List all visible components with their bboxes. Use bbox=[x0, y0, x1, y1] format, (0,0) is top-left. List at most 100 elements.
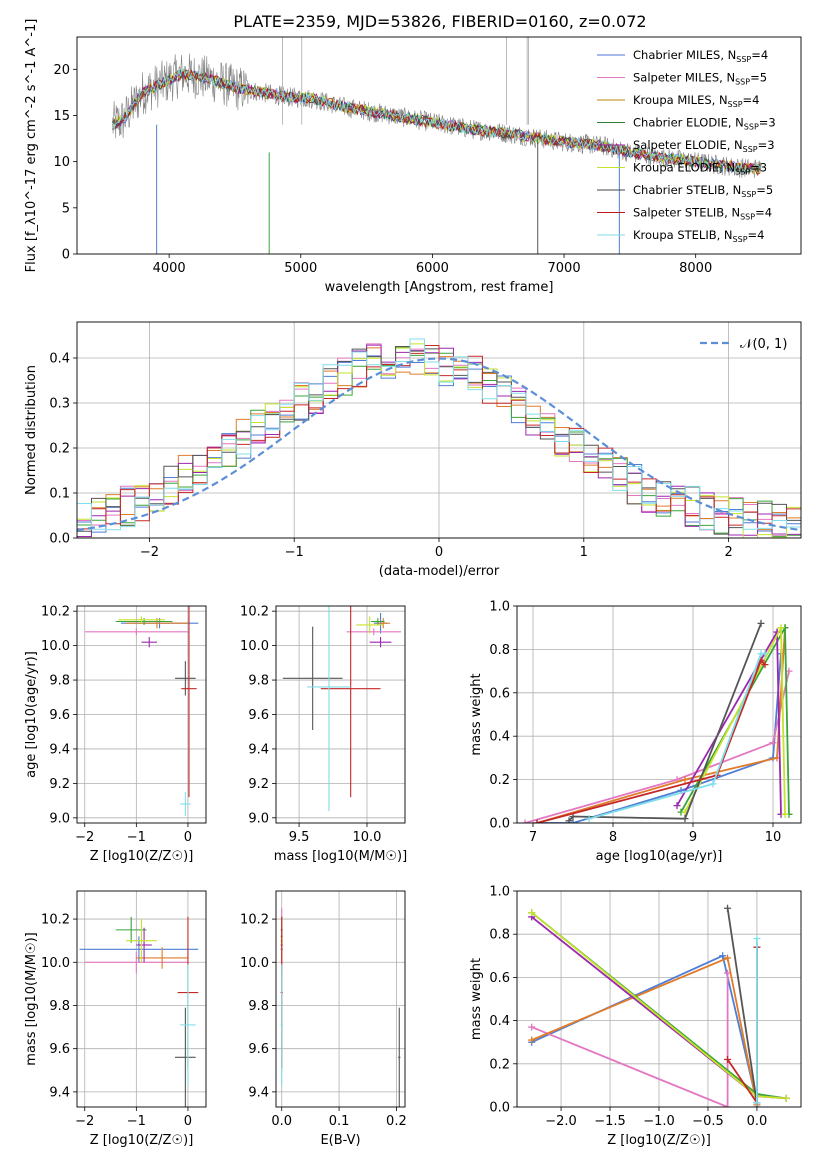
x-tick-label: 0.0 bbox=[271, 1114, 292, 1129]
plot-area bbox=[280, 908, 401, 1107]
x-tick-label: −1.0 bbox=[643, 1114, 675, 1129]
panel-age-vs-z: −2 −1 0 9.0 9.2 9.4 9.6 9.8 10.0 10.2 Z [log10(Z/Z… bbox=[24, 605, 207, 864]
legend-entry: Kroupa MILES, NSSP=4 bbox=[633, 93, 759, 109]
x-tick-label: 8 bbox=[609, 830, 617, 845]
weight-point bbox=[528, 909, 536, 917]
x-tick-label: −2 bbox=[75, 830, 94, 845]
y-tick-label: 9.8 bbox=[49, 674, 70, 689]
y-tick-label: 0.2 bbox=[489, 773, 510, 788]
x-tick-label: 9 bbox=[689, 830, 697, 845]
x-tick-label: 7000 bbox=[548, 261, 581, 276]
y-tick-label: 9.6 bbox=[49, 1042, 70, 1057]
weight-point bbox=[673, 802, 681, 810]
panel-mass-weight-vs-age: 7 8 9 10 0.0 0.2 0.4 0.6 0.8 1.0 age [log10(age/yr… bbox=[469, 600, 802, 864]
y-tick-label: 0.6 bbox=[489, 971, 510, 986]
y-tick-label: 1.0 bbox=[489, 600, 510, 615]
y-tick-label: 10.2 bbox=[240, 913, 269, 928]
x-axis-label: age [log10(age/yr)] bbox=[596, 849, 723, 864]
plot-area bbox=[521, 619, 793, 823]
x-tick-label: −0.5 bbox=[692, 1114, 724, 1129]
y-tick-label: 20 bbox=[53, 63, 70, 78]
weight-point bbox=[533, 819, 541, 823]
weight-series-0 bbox=[531, 954, 758, 1107]
y-tick-label: 0.0 bbox=[489, 1101, 510, 1116]
x-tick-label: 8000 bbox=[679, 261, 712, 276]
y-tick-label: 0.0 bbox=[49, 532, 70, 547]
x-axis-label: Z [log10(Z/Z☉)] bbox=[90, 849, 194, 864]
weight-point bbox=[757, 619, 765, 627]
y-tick-label: 10.0 bbox=[41, 956, 70, 971]
plot-area bbox=[528, 904, 790, 1107]
x-axis-label: E(B-V) bbox=[320, 1133, 360, 1148]
panel-frame bbox=[275, 605, 406, 824]
weight-point bbox=[777, 624, 785, 632]
y-tick-label: 9.8 bbox=[248, 999, 269, 1014]
y-tick-label: 10.0 bbox=[240, 956, 269, 971]
legend-entry: Chabrier STELIB, NSSP=5 bbox=[633, 183, 773, 199]
weight-point bbox=[761, 650, 769, 658]
weight-point bbox=[585, 815, 593, 823]
legend: Chabrier MILES, NSSP=4 Salpeter MILES, NS… bbox=[597, 48, 776, 244]
weight-point bbox=[528, 1036, 536, 1044]
panel-frame bbox=[76, 605, 207, 824]
model-spectrum-8 bbox=[112, 68, 761, 174]
x-tick-label: 0.1 bbox=[329, 1114, 350, 1129]
weight-point bbox=[521, 819, 529, 823]
weight-point bbox=[724, 1055, 732, 1063]
weight-point bbox=[724, 1103, 732, 1107]
weight-series-0 bbox=[537, 653, 782, 823]
y-axis-label: mass [log10(M/M☉)] bbox=[24, 932, 39, 1065]
x-tick-label: 0 bbox=[184, 830, 192, 845]
x-tick-label: −2.0 bbox=[545, 1114, 577, 1129]
y-tick-label: 0.1 bbox=[49, 487, 70, 502]
weight-point bbox=[719, 952, 727, 960]
panel-residuals: −2 −1 0 1 2 0.0 0.1 0.2 0.3 0.4 (data-model)/error… bbox=[24, 321, 802, 579]
x-axis-label: Z [log10(Z/Z☉)] bbox=[607, 1133, 711, 1148]
panel-frame bbox=[516, 890, 802, 1108]
x-tick-label: 9.5 bbox=[289, 830, 310, 845]
y-tick-label: 10 bbox=[53, 155, 70, 170]
x-tick-label: −1 bbox=[127, 1114, 146, 1129]
y-tick-label: 10.0 bbox=[240, 639, 269, 654]
x-tick-label: 0.0 bbox=[747, 1114, 768, 1129]
y-tick-label: 0.3 bbox=[49, 397, 70, 412]
x-tick-label: 10.0 bbox=[353, 830, 382, 845]
y-tick-label: 10.2 bbox=[41, 913, 70, 928]
weight-point bbox=[724, 954, 732, 962]
panel-frame bbox=[516, 605, 802, 824]
x-tick-label: −1.5 bbox=[594, 1114, 626, 1129]
x-tick-label: 1 bbox=[580, 545, 588, 560]
y-tick-label: 15 bbox=[53, 109, 70, 124]
y-tick-label: 0.0 bbox=[489, 817, 510, 832]
y-tick-label: 0.4 bbox=[489, 1014, 510, 1029]
y-tick-label: 9.0 bbox=[248, 811, 269, 826]
plot-area bbox=[84, 606, 199, 817]
x-tick-label: 0 bbox=[184, 1114, 192, 1129]
weight-point bbox=[681, 776, 689, 784]
weight-point bbox=[565, 817, 573, 823]
plot-area bbox=[282, 606, 401, 811]
weight-series-6 bbox=[568, 623, 762, 822]
y-tick-label: 9.4 bbox=[248, 742, 269, 757]
y-tick-label: 9.4 bbox=[49, 742, 70, 757]
y-tick-label: 9.8 bbox=[248, 674, 269, 689]
panel-mass-vs-z: −2 −1 0 9.4 9.6 9.8 10.0 10.2 Z [log10(Z/Z☉)] mas… bbox=[24, 890, 207, 1148]
x-tick-label: 7 bbox=[529, 830, 537, 845]
panel-frame bbox=[76, 36, 802, 255]
x-tick-label: 5000 bbox=[284, 261, 317, 276]
y-tick-label: 0.8 bbox=[489, 643, 510, 658]
panel-frame bbox=[76, 890, 207, 1108]
y-tick-label: 0.4 bbox=[489, 730, 510, 745]
figure-title: PLATE=2359, MJD=53826, FIBERID=0160, z=0… bbox=[233, 12, 647, 31]
y-tick-label: 10.0 bbox=[41, 639, 70, 654]
weight-series-2 bbox=[531, 956, 758, 1105]
y-tick-label: 10.2 bbox=[41, 605, 70, 620]
weight-point bbox=[528, 1023, 536, 1031]
weight-point bbox=[782, 1094, 790, 1102]
weight-point bbox=[569, 819, 577, 823]
y-tick-label: 0.6 bbox=[489, 686, 510, 701]
legend-entry: Kroupa ELODIE, NSSP=3 bbox=[633, 161, 767, 177]
legend-entry: Kroupa STELIB, NSSP=4 bbox=[633, 228, 764, 244]
residual-histogram-8 bbox=[77, 338, 801, 531]
